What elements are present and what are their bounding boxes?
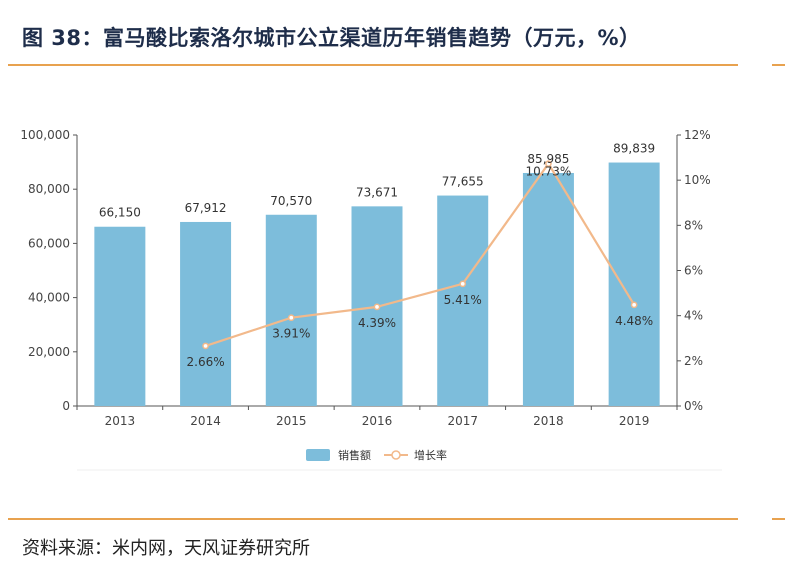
x-tick-label: 2017 — [447, 414, 478, 428]
growth-point — [545, 160, 552, 168]
legend-swatch-sales — [306, 449, 330, 461]
bar-value-label: 70,570 — [270, 194, 312, 208]
growth-value-label: 4.39% — [358, 316, 396, 330]
right-tick-label: 4% — [684, 309, 703, 323]
bar-value-label: 89,839 — [613, 142, 655, 156]
x-tick-label: 2014 — [190, 414, 221, 428]
growth-line — [205, 161, 636, 347]
right-tick-label: 0% — [684, 399, 703, 413]
legend-marker-growth — [391, 450, 401, 460]
growth-value-label: 10.73% — [526, 165, 572, 179]
x-tick-label: 2019 — [619, 414, 650, 428]
bar — [522, 172, 574, 406]
source-divider — [8, 518, 738, 520]
left-tick-label: 80,000 — [28, 182, 70, 196]
right-tick-label: 6% — [684, 264, 703, 278]
growth-point — [459, 280, 467, 288]
right-tick-label: 8% — [684, 218, 703, 232]
legend-label-sales: 销售额 — [338, 448, 371, 462]
right-tick-label: 10% — [684, 173, 711, 187]
legend-label-growth: 增长率 — [414, 448, 447, 462]
title-divider-tail — [772, 64, 785, 66]
left-tick-label: 60,000 — [28, 236, 70, 250]
right-tick-label: 12% — [684, 128, 711, 142]
growth-value-label: 5.41% — [444, 293, 482, 307]
x-tick-label: 2018 — [533, 414, 564, 428]
bar — [437, 195, 489, 406]
growth-point — [630, 301, 638, 309]
bar — [265, 214, 317, 406]
bar — [608, 162, 660, 406]
bar-value-label: 66,150 — [99, 206, 141, 220]
bar-value-label: 67,912 — [185, 201, 227, 215]
growth-value-label: 3.91% — [272, 327, 310, 341]
title-divider — [8, 64, 738, 66]
x-tick-label: 2016 — [362, 414, 393, 428]
x-tick-label: 2015 — [276, 414, 307, 428]
left-tick-label: 40,000 — [28, 291, 70, 305]
growth-point — [287, 314, 295, 322]
growth-value-label: 4.48% — [615, 314, 653, 328]
source-divider-tail — [772, 518, 785, 520]
left-tick-label: 20,000 — [28, 345, 70, 359]
growth-value-label: 2.66% — [187, 355, 225, 369]
source-note: 资料来源：米内网，天风证券研究所 — [22, 538, 310, 559]
bar-value-label: 77,655 — [442, 175, 484, 189]
x-tick-label: 2013 — [105, 414, 136, 428]
growth-point — [202, 342, 209, 350]
bar-value-label: 85,985 — [527, 152, 569, 166]
bar — [94, 226, 146, 406]
right-tick-label: 2% — [684, 354, 703, 368]
page-title: 图 38：富马酸比索洛尔城市公立渠道历年销售趋势（万元，%） — [22, 26, 641, 50]
left-tick-label: 0 — [62, 399, 70, 413]
growth-point — [373, 303, 381, 311]
bar — [180, 221, 232, 406]
bar-value-label: 73,671 — [356, 185, 398, 199]
left-tick-label: 100,000 — [20, 128, 70, 142]
